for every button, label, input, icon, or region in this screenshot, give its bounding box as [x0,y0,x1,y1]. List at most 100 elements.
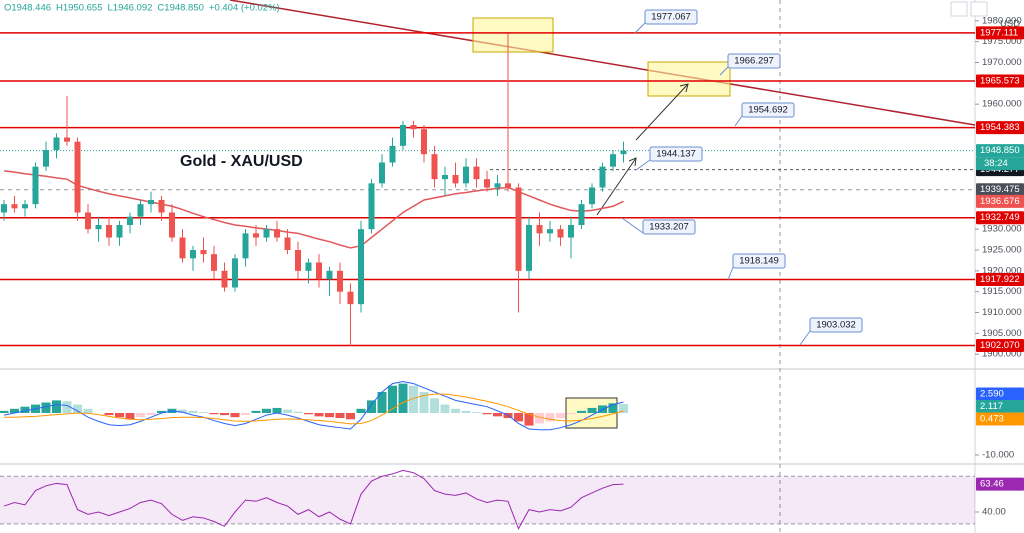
y-tick-label: 40.00 [982,507,1006,518]
callout-leader [634,22,646,34]
histogram-bar [587,407,597,413]
candle-body [316,262,322,280]
y-tick-label: 1960.000 [982,99,1022,110]
candle-body [379,162,385,184]
callout-box [644,9,698,25]
candle-body [263,229,270,238]
y-tick-label: -10.000 [982,450,1014,461]
candle-body [200,250,207,255]
candle-body [620,150,627,155]
histogram-bar [136,412,145,418]
price-tag [976,400,1024,413]
histogram-bar [556,412,565,419]
histogram-bar [451,408,460,413]
candle-body [211,254,217,271]
callout-leader [727,266,734,281]
candle-body [127,216,133,225]
histogram-bar [356,408,366,413]
histogram-bar [178,409,187,413]
y-tick-label: 1975.000 [982,36,1022,47]
histogram-bar [524,412,534,426]
histogram-bar [251,410,261,413]
callout-leader [635,159,651,171]
candle-body [116,225,123,238]
price-tag [976,144,1024,158]
highlight-box [472,17,554,53]
candle-body [22,204,28,209]
rsi-band [0,476,975,524]
price-tag [976,477,1024,491]
candle-body [253,233,259,238]
price-tag [976,211,1024,225]
candle-body [599,166,606,188]
candle-body [232,258,238,288]
candle-body [242,233,249,259]
histogram-bar [325,412,334,418]
histogram-bar [482,412,492,415]
histogram-bar [577,410,586,413]
y-tick-label: 1910.000 [982,307,1022,318]
candle-body [442,175,448,180]
price-tag [976,412,1024,426]
candle-body [326,270,333,280]
histogram-bar [20,406,30,413]
callout-leader [719,66,729,76]
candle-body [148,200,154,205]
histogram-bar [461,410,471,413]
y-tick-label: 1925.000 [982,245,1022,256]
callout-label: 1933.207 [649,222,689,233]
candle-body [589,187,595,205]
ohlc-legend: H1950.655 [56,3,102,14]
price-tag-label: 2.117 [980,401,1003,412]
histogram-bar [10,408,19,413]
histogram-bar [440,404,450,413]
candle-body [557,229,564,238]
candle-body [1,204,7,213]
candle-body [11,204,18,209]
countdown-tag [976,157,1024,171]
price-tag [976,26,1024,40]
button[interactable] [950,1,968,17]
candle-body [347,291,354,305]
ohlc-legend: O1948.446 [4,3,51,14]
countdown: 38:24 [984,158,1008,169]
candle-body [53,137,60,150]
candle-body [494,183,501,188]
histogram-bar [41,402,51,413]
callout-box [642,219,696,235]
candle-body [431,154,438,180]
histogram-bar [272,407,282,413]
callout-leader [734,115,743,127]
histogram-bar [314,412,324,417]
candle-body [284,237,291,250]
highlight-box [647,61,731,97]
histogram-bar [83,408,93,413]
candle-body [358,229,364,305]
histogram-bar [388,385,397,413]
histogram-bar [157,410,166,413]
candle-body [421,129,427,155]
candle-body [463,166,469,184]
y-tick-label: 1930.000 [982,224,1022,235]
button[interactable] [970,1,988,17]
macd-line [3,380,624,431]
candle-body [536,225,543,234]
callout-label: 1903.032 [816,320,856,331]
candle-body [410,125,417,130]
histogram-bar [262,408,271,413]
currency: USD [1000,19,1020,30]
candle-body [74,141,81,213]
y-tick-label: 1970.000 [982,57,1022,68]
histogram-bar [472,412,481,413]
callout-leader [799,330,811,346]
histogram-bar [199,412,208,413]
ohlc-legend: L1946.092 [108,3,153,14]
price-tag-label: 1977.111 [980,27,1018,38]
candle-body [505,183,511,188]
histogram-bar [115,412,124,418]
price-tag-label: 1965.573 [980,75,1020,86]
candle-body [305,262,312,271]
price-tag [976,272,1024,286]
